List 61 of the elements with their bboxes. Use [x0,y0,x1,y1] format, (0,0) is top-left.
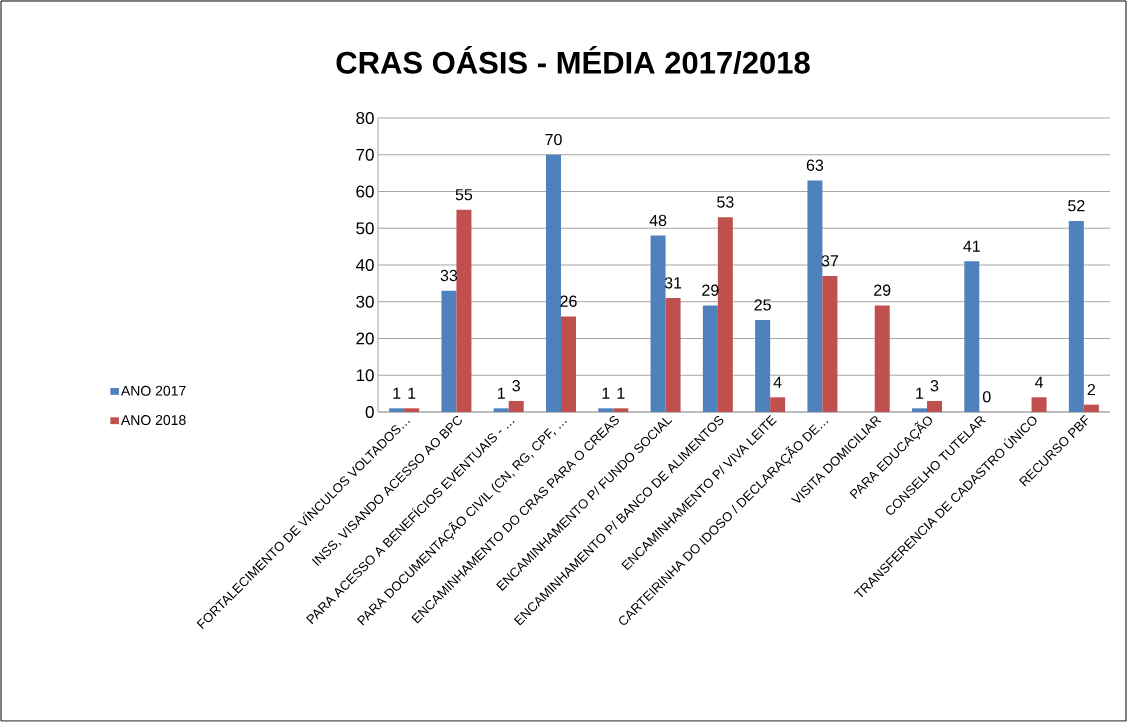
bar [912,408,927,412]
bar [650,235,666,412]
bar [927,400,942,412]
data-label: 63 [806,159,824,171]
bar [598,408,614,412]
bar [1031,397,1047,412]
bar [874,305,890,412]
data-label: 1 [497,387,505,399]
data-label: 33 [440,269,458,282]
data-label: 1 [617,387,625,399]
y-tick-label: 60 [356,185,374,198]
data-label: 52 [1068,200,1085,212]
bar [1083,404,1099,412]
y-tick-label: 30 [356,295,374,308]
data-label: 3 [512,380,520,392]
data-label: 29 [874,284,891,296]
bar [404,408,420,412]
bar [717,217,733,412]
y-tick-label: 0 [365,405,374,419]
data-label: 53 [717,196,734,208]
bar [1068,220,1084,412]
data-label: 2 [1087,383,1095,396]
data-label: 1 [602,387,610,399]
bar [508,400,524,412]
data-label: 25 [754,299,771,311]
legend-label: ANO 2018 [120,415,186,426]
bar [702,305,718,412]
bar [493,408,509,412]
data-label: 31 [664,277,682,289]
bar [807,180,823,412]
data-label: 55 [455,189,473,201]
legend-label: ANO 2017 [120,385,186,396]
bar [441,290,457,412]
data-label: 0 [982,391,991,403]
data-label: 37 [821,255,839,267]
bar [964,261,980,412]
data-label: 3 [930,380,939,392]
bar [822,276,838,412]
data-label: 1 [916,387,924,399]
data-label: 48 [649,214,667,227]
bar [665,298,681,412]
data-label: 4 [1034,376,1044,388]
y-tick-label: 40 [355,258,374,272]
data-label: 41 [963,240,980,252]
data-label: 1 [393,387,401,399]
y-tick-label: 50 [356,222,374,235]
y-tick-label: 20 [356,332,374,345]
bar [546,154,561,412]
data-label: 4 [773,376,782,388]
bar [613,408,629,412]
y-tick-label: 70 [356,148,374,161]
bar [561,316,576,412]
data-label: 70 [545,133,562,146]
bar [755,320,771,412]
y-tick-label: 80 [356,111,374,125]
bar [456,209,472,412]
data-label: 1 [408,387,416,399]
bar [770,397,786,412]
chart-title: CRAS OÁSIS - MÉDIA 2017/2018 [336,45,810,75]
bar [389,408,405,412]
y-tick-label: 10 [356,369,374,382]
